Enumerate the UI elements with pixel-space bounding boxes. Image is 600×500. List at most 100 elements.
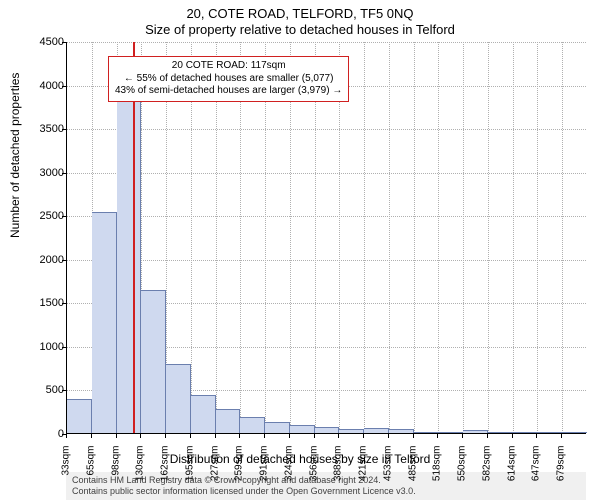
y-tick-label: 1000 — [24, 341, 64, 353]
x-tick-mark — [66, 434, 67, 438]
y-tick-label: 3000 — [24, 167, 64, 179]
footer-line: Contains HM Land Registry data © Crown c… — [72, 475, 580, 486]
page-title-line2: Size of property relative to detached ho… — [0, 22, 600, 37]
y-tick-label: 500 — [24, 384, 64, 396]
gridline-v — [364, 42, 365, 433]
x-tick-label: 647sqm — [531, 446, 542, 496]
y-tick-mark — [62, 42, 66, 43]
gridline-v — [537, 42, 538, 433]
page-title-line1: 20, COTE ROAD, TELFORD, TF5 0NQ — [0, 6, 600, 21]
x-tick-mark — [190, 434, 191, 438]
gridline-v — [513, 42, 514, 433]
gridline-v — [488, 42, 489, 433]
x-tick-label: 98sqm — [110, 446, 121, 496]
x-tick-mark — [413, 434, 414, 438]
x-tick-label: 324sqm — [283, 446, 294, 496]
x-tick-label: 65sqm — [85, 446, 96, 496]
y-tick-mark — [62, 260, 66, 261]
gridline-v — [389, 42, 390, 433]
histogram-bar — [166, 364, 191, 433]
histogram-bar — [265, 422, 290, 433]
x-tick-label: 227sqm — [209, 446, 220, 496]
x-tick-label: 582sqm — [481, 446, 492, 496]
histogram-bar — [290, 425, 315, 433]
x-tick-mark — [561, 434, 562, 438]
x-tick-mark — [487, 434, 488, 438]
x-tick-mark — [91, 434, 92, 438]
y-tick-mark — [62, 347, 66, 348]
gridline-v — [562, 42, 563, 433]
x-tick-mark — [314, 434, 315, 438]
y-tick-mark — [62, 173, 66, 174]
x-tick-label: 356sqm — [308, 446, 319, 496]
y-tick-mark — [62, 216, 66, 217]
y-tick-label: 4500 — [24, 36, 64, 48]
histogram-bar — [67, 399, 92, 433]
x-tick-label: 614sqm — [506, 446, 517, 496]
x-tick-mark — [388, 434, 389, 438]
histogram-bar — [240, 417, 265, 433]
gridline-h — [67, 173, 586, 174]
histogram-bar — [339, 429, 364, 433]
histogram-bar — [438, 432, 463, 433]
x-tick-mark — [264, 434, 265, 438]
gridline-v — [463, 42, 464, 433]
x-tick-label: 679sqm — [556, 446, 567, 496]
x-tick-mark — [289, 434, 290, 438]
gridline-v — [438, 42, 439, 433]
gridline-h — [67, 216, 586, 217]
x-tick-mark — [437, 434, 438, 438]
x-tick-label: 485sqm — [407, 446, 418, 496]
x-tick-label: 162sqm — [160, 446, 171, 496]
gridline-h — [67, 260, 586, 261]
x-tick-label: 453sqm — [382, 446, 393, 496]
footer-line: Contains public sector information licen… — [72, 486, 580, 497]
x-tick-mark — [536, 434, 537, 438]
histogram-bar — [562, 432, 587, 433]
x-tick-label: 195sqm — [184, 446, 195, 496]
gridline-h — [67, 42, 586, 43]
annotation-line: 20 COTE ROAD: 117sqm — [115, 60, 342, 73]
y-tick-mark — [62, 129, 66, 130]
y-tick-mark — [62, 86, 66, 87]
histogram-bar — [315, 427, 340, 433]
x-tick-mark — [239, 434, 240, 438]
y-tick-label: 0 — [24, 428, 64, 440]
x-tick-mark — [363, 434, 364, 438]
x-tick-mark — [165, 434, 166, 438]
histogram-bar — [513, 432, 538, 433]
y-tick-label: 4000 — [24, 80, 64, 92]
x-tick-mark — [512, 434, 513, 438]
histogram-bar — [488, 432, 513, 433]
y-tick-mark — [62, 303, 66, 304]
x-tick-label: 291sqm — [259, 446, 270, 496]
histogram-bar — [216, 409, 241, 433]
marker-annotation-box: 20 COTE ROAD: 117sqm ← 55% of detached h… — [108, 56, 349, 102]
x-tick-label: 388sqm — [333, 446, 344, 496]
y-axis-label: Number of detached properties — [8, 73, 22, 238]
x-tick-label: 130sqm — [135, 446, 146, 496]
histogram-bar — [191, 395, 216, 433]
x-tick-mark — [338, 434, 339, 438]
y-tick-mark — [62, 390, 66, 391]
histogram-bar — [141, 290, 166, 433]
x-tick-label: 518sqm — [432, 446, 443, 496]
x-tick-label: 259sqm — [234, 446, 245, 496]
gridline-v — [414, 42, 415, 433]
x-tick-label: 421sqm — [358, 446, 369, 496]
x-tick-label: 33sqm — [61, 446, 72, 496]
x-tick-label: 550sqm — [457, 446, 468, 496]
y-tick-label: 3500 — [24, 123, 64, 135]
x-tick-mark — [140, 434, 141, 438]
x-tick-mark — [116, 434, 117, 438]
histogram-bar — [463, 430, 488, 433]
y-tick-label: 2000 — [24, 254, 64, 266]
annotation-line: ← 55% of detached houses are smaller (5,… — [115, 73, 342, 86]
histogram-bar — [537, 432, 562, 433]
y-tick-label: 1500 — [24, 297, 64, 309]
histogram-bar — [364, 428, 389, 433]
x-tick-mark — [215, 434, 216, 438]
y-tick-label: 2500 — [24, 210, 64, 222]
annotation-line: 43% of semi-detached houses are larger (… — [115, 85, 342, 98]
gridline-h — [67, 129, 586, 130]
